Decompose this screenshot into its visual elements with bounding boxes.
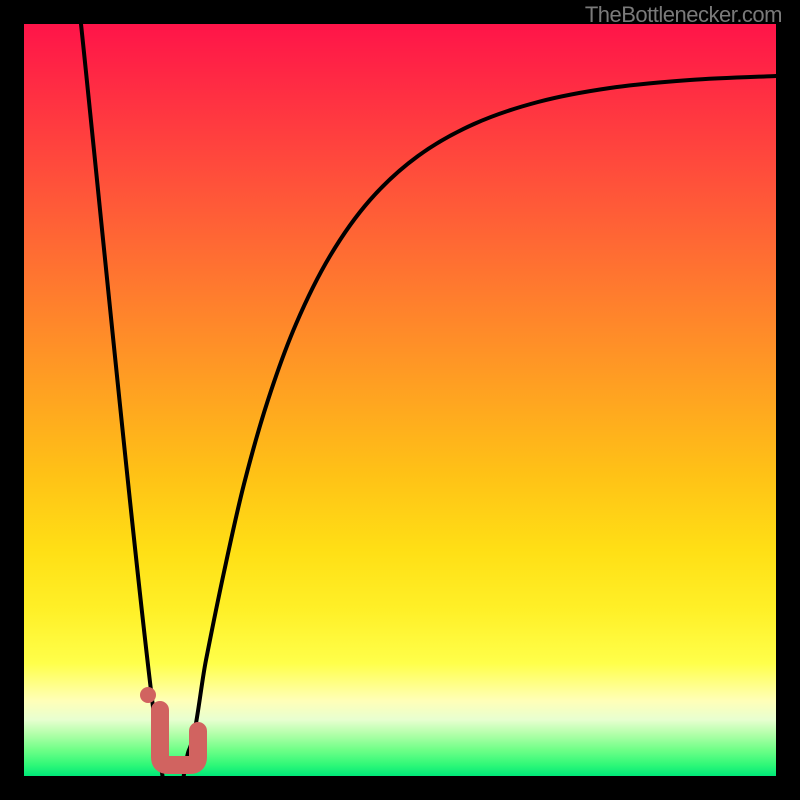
chart-area	[24, 24, 776, 776]
chart-svg	[24, 24, 776, 776]
marker-dot	[140, 687, 156, 703]
gradient-background	[24, 24, 776, 776]
watermark-text: TheBottlenecker.com	[585, 2, 782, 28]
